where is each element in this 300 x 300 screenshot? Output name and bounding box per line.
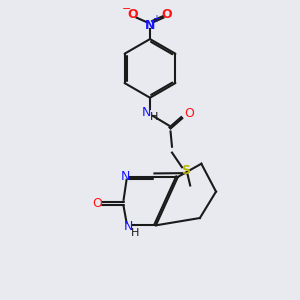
Text: N: N [145, 20, 155, 32]
Text: N: N [123, 220, 133, 233]
Text: H: H [131, 228, 140, 238]
Text: H: H [150, 112, 159, 122]
Text: O: O [184, 107, 194, 120]
Text: O: O [92, 197, 102, 210]
Text: O: O [128, 8, 138, 21]
Text: N: N [142, 106, 151, 119]
Text: O: O [162, 8, 172, 21]
Text: N: N [120, 170, 130, 183]
Text: −: − [122, 4, 131, 14]
Text: S: S [182, 164, 190, 177]
Text: +: + [152, 14, 160, 24]
